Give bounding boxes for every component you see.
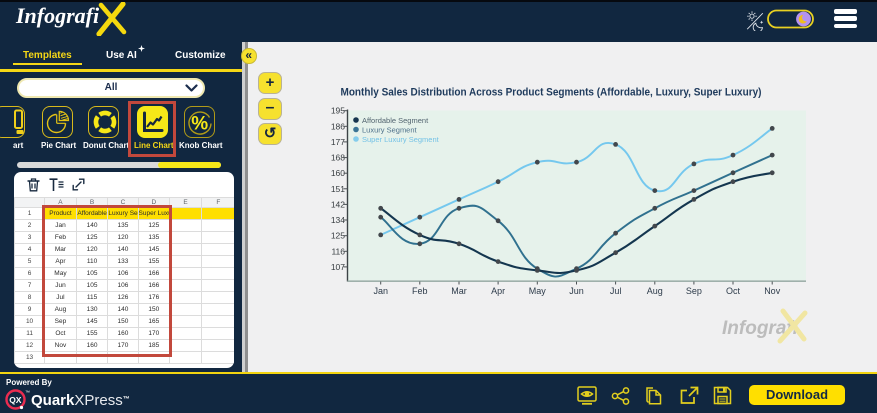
svg-text:116: 116 [331, 246, 345, 256]
svg-text:134: 134 [331, 215, 345, 225]
svg-text:Infografi: Infografi [722, 318, 799, 339]
svg-text:107: 107 [331, 262, 345, 272]
svg-text:%: % [191, 114, 208, 135]
svg-text:Monthly Sales Distribution Acr: Monthly Sales Distribution Across Produc… [341, 87, 762, 99]
svg-text:125: 125 [331, 231, 345, 241]
svg-text:Aug: Aug [647, 286, 663, 296]
svg-text:Oct: Oct [726, 286, 741, 296]
svg-text:Super Luxury Segment: Super Luxury Segment [362, 135, 440, 144]
svg-text:142: 142 [331, 199, 345, 209]
svg-text:Jan: Jan [373, 286, 388, 296]
svg-text:QuarkXPress™: QuarkXPress™ [31, 392, 129, 409]
svg-text:Luxury Segment: Luxury Segment [362, 125, 418, 134]
svg-text:May: May [529, 286, 547, 296]
svg-text:Apr: Apr [491, 286, 505, 296]
svg-text:Jul: Jul [610, 286, 622, 296]
svg-text:177: 177 [331, 137, 345, 147]
svg-text:Affordable Segment: Affordable Segment [362, 116, 429, 125]
svg-text:QX: QX [9, 395, 22, 405]
svg-text:Nov: Nov [764, 286, 781, 296]
svg-text:Jun: Jun [569, 286, 584, 296]
svg-text:™: ™ [25, 390, 30, 396]
svg-text:160: 160 [331, 168, 345, 178]
svg-text:Feb: Feb [412, 286, 428, 296]
svg-text:195: 195 [331, 106, 345, 116]
svg-text:151: 151 [331, 184, 345, 194]
svg-text:186: 186 [331, 121, 345, 131]
svg-text:Sep: Sep [686, 286, 702, 296]
svg-text:168: 168 [331, 153, 345, 163]
svg-text:Mar: Mar [451, 286, 467, 296]
